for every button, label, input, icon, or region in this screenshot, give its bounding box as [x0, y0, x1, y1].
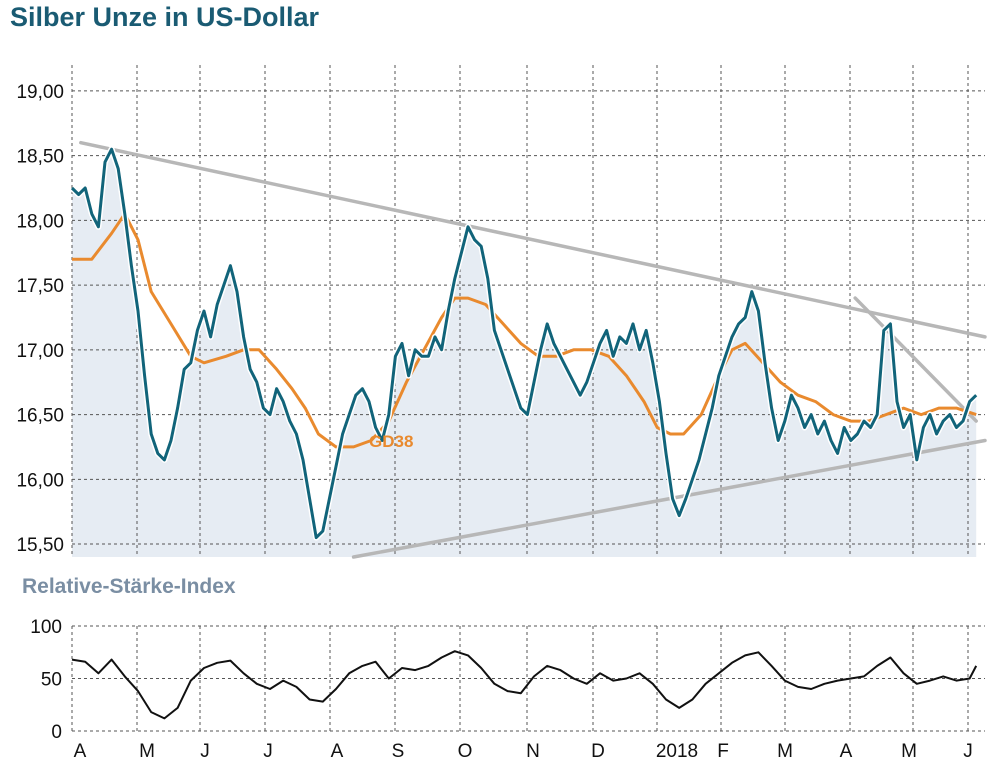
rsi-ytick-label: 50	[41, 670, 62, 691]
x-tick-label: N	[526, 741, 540, 762]
main-ytick-label: 18,50	[16, 147, 64, 168]
trendline-short	[853, 296, 978, 423]
x-axis-labels: A M J J A S O N D 2018 F M A M J	[74, 741, 973, 762]
main-ytick-label: 18,00	[16, 211, 64, 232]
x-tick-label: M	[901, 741, 917, 762]
x-tick-label: D	[591, 741, 605, 762]
price-line	[70, 147, 978, 540]
main-chart-title: Silber Unze in US-Dollar	[10, 2, 320, 32]
main-ytick-label: 19,00	[16, 82, 64, 103]
x-tick-label: J	[263, 741, 273, 762]
main-ytick-label: 17,00	[16, 341, 64, 362]
gd38-line	[72, 212, 977, 449]
x-tick-label: F	[717, 741, 729, 762]
price-area-fill	[72, 149, 977, 557]
rsi-plot-area: 0 50 100	[30, 617, 985, 743]
x-tick-label: O	[458, 741, 473, 762]
trendline-upper	[79, 140, 987, 339]
x-tick-label: M	[139, 741, 155, 762]
main-ytick-label: 16,50	[16, 406, 64, 427]
main-ytick-label: 16,00	[16, 470, 64, 491]
main-ytick-label: 15,50	[16, 535, 64, 556]
gd38-label: GD38	[369, 432, 413, 451]
x-tick-label: M	[777, 741, 793, 762]
x-tick-label: 2018	[656, 741, 698, 762]
x-tick-label: A	[840, 741, 853, 762]
trendline-lower	[351, 438, 987, 559]
rsi-line	[71, 650, 978, 720]
x-tick-label: A	[74, 741, 87, 762]
rsi-ytick-label: 100	[30, 617, 62, 638]
x-tick-label: S	[392, 741, 405, 762]
x-tick-label: J	[963, 741, 973, 762]
rsi-chart-title: Relative-Stärke-Index	[22, 575, 236, 598]
main-plot-area: 15,50 16,00 16,50 17,00 17,50 18,00 18,50 19,00…	[16, 65, 987, 559]
x-tick-label: J	[200, 741, 210, 762]
rsi-ytick-label: 0	[51, 722, 62, 743]
x-tick-label: A	[331, 741, 344, 762]
main-ytick-label: 17,50	[16, 276, 64, 297]
